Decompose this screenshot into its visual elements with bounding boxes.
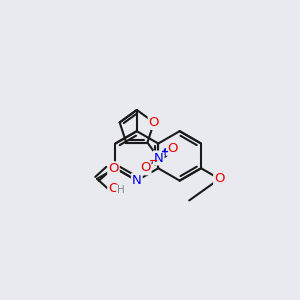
Text: N: N [132, 174, 142, 187]
Text: O: O [214, 172, 225, 185]
Text: +: + [161, 147, 169, 157]
Text: O: O [149, 116, 159, 129]
Text: H: H [117, 185, 124, 195]
Text: O: O [167, 142, 177, 155]
Text: N: N [154, 152, 164, 164]
Text: O: O [108, 182, 119, 195]
Text: O: O [140, 161, 151, 174]
Text: −: − [148, 156, 158, 166]
Text: O: O [108, 162, 119, 175]
